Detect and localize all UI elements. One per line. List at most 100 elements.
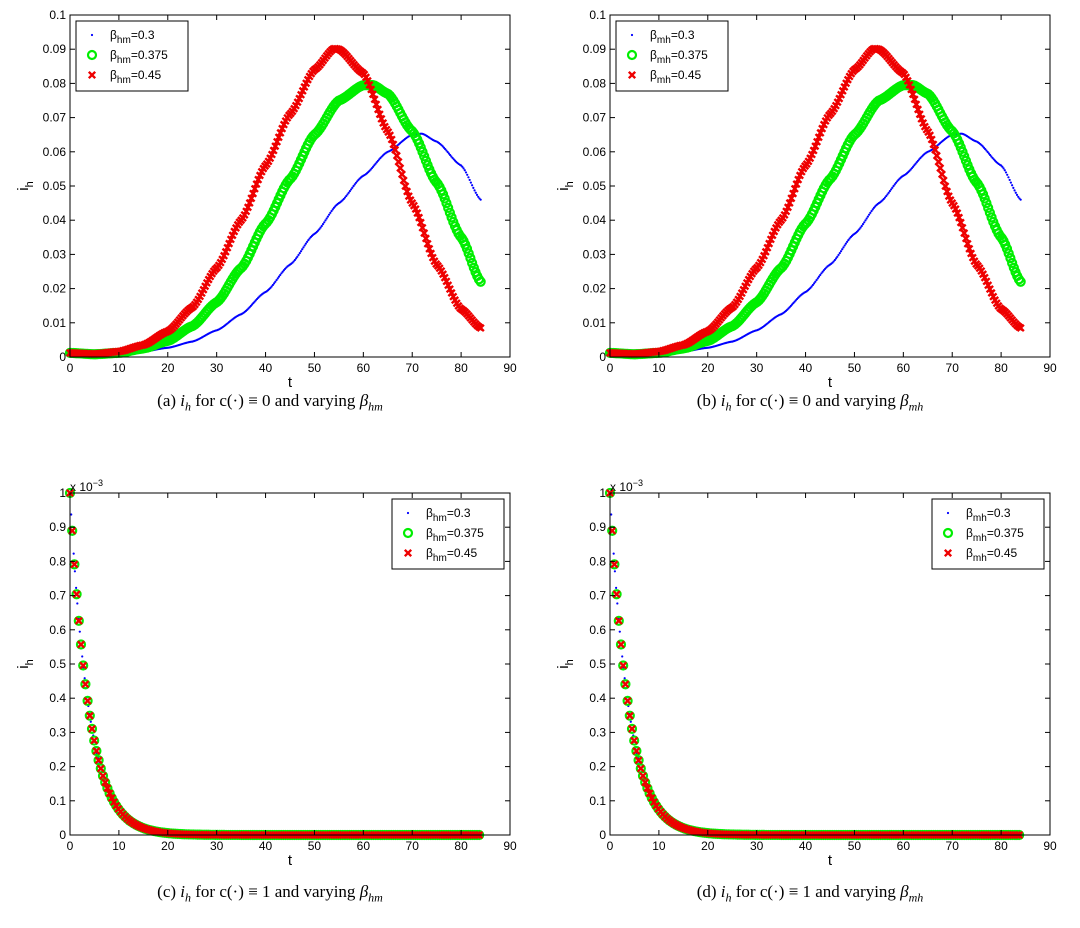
caption-text: for c(·) ≡ 0 and varying [191, 391, 360, 410]
y-tick-label: 1 [599, 486, 606, 500]
plot-area [604, 44, 1026, 360]
data-point [73, 570, 76, 573]
data-point [467, 176, 470, 179]
data-point [634, 756, 643, 765]
y-tick-label: 0.02 [43, 282, 67, 296]
x-tick-label: 20 [161, 839, 175, 853]
data-point [328, 213, 331, 216]
legend-marker-1 [946, 511, 950, 515]
caption-var: i [180, 882, 186, 901]
caption-beta: β [900, 391, 909, 410]
data-point [1011, 184, 1014, 187]
x-tick-label: 60 [897, 839, 911, 853]
y-tick-label: 0.08 [43, 76, 67, 90]
y-exponent-label: x 10−3 [610, 478, 643, 494]
x-tick-label: 90 [1043, 839, 1057, 853]
x-tick-label: 80 [994, 361, 1008, 375]
data-point [297, 253, 300, 257]
data-point [293, 258, 296, 262]
x-tick-label: 40 [799, 361, 813, 375]
data-point [91, 745, 102, 757]
data-point [621, 655, 624, 658]
x-tick-label: 60 [357, 361, 371, 375]
chart-panel-a: 0 10 20 30 40 50 60 70 80 90 0 0.01 0.02 0.03 0.04 0.05… [0, 0, 540, 391]
data-point [890, 188, 893, 191]
legend-marker-2 [626, 49, 638, 61]
legend-box [75, 20, 189, 92]
data-point [1005, 253, 1016, 264]
data-point [330, 209, 333, 213]
data-point [462, 167, 465, 170]
caption-label: (d) [696, 882, 721, 901]
legend-marker-3 [87, 70, 97, 80]
data-point [323, 221, 326, 224]
series-1 [608, 132, 1022, 356]
caption-var-sub: h [725, 890, 732, 905]
y-exponent-label: x 10−3 [70, 478, 103, 494]
data-point [444, 148, 447, 151]
data-point [78, 630, 81, 633]
data-point [78, 660, 89, 671]
data-point [105, 789, 114, 798]
data-point [960, 229, 969, 238]
data-point [94, 756, 103, 765]
x-tick-label: 40 [259, 361, 273, 375]
x-axis-label: t [288, 374, 293, 391]
data-point [81, 680, 90, 689]
legend-box [615, 20, 729, 92]
data-point [1001, 243, 1013, 254]
data-point [299, 250, 303, 253]
data-point [958, 223, 967, 232]
data-point [615, 639, 627, 650]
data-point [837, 253, 840, 257]
caption-beta-sub: mh [908, 890, 924, 905]
data-point [857, 229, 860, 232]
y-tick-label: 0.4 [49, 691, 66, 705]
data-point [936, 164, 945, 173]
data-point [1003, 248, 1014, 259]
data-point [370, 95, 379, 104]
data-point [638, 771, 648, 780]
y-axis-label-text: ih [15, 659, 36, 668]
data-point [956, 218, 965, 227]
data-point [629, 735, 640, 746]
y-tick-label: 0.8 [589, 554, 606, 568]
data-point [80, 679, 91, 690]
y-tick-label: 0.05 [583, 179, 607, 193]
caption-beta: β [359, 882, 369, 901]
data-point [276, 277, 279, 280]
data-point [1008, 178, 1011, 182]
data-point [471, 184, 474, 187]
data-point [96, 764, 105, 773]
data-point [391, 145, 400, 154]
data-point [321, 223, 325, 226]
data-point [833, 258, 836, 262]
data-point [932, 151, 941, 160]
data-point [1017, 195, 1020, 198]
data-point [1004, 171, 1008, 174]
caption-beta-sub: mh [908, 399, 924, 414]
data-point [859, 226, 862, 229]
data-point [814, 280, 817, 283]
series-3 [65, 44, 485, 358]
data-point [647, 793, 656, 803]
data-point [416, 218, 425, 227]
y-tick-label: 0.09 [43, 42, 67, 56]
data-point [85, 711, 94, 720]
y-tick-label: 0.5 [589, 657, 606, 671]
data-point [273, 282, 276, 285]
data-point [84, 710, 95, 721]
x-tick-label: 30 [750, 361, 764, 375]
y-tick-label: 0.09 [583, 42, 607, 56]
y-tick-label: 0.07 [43, 111, 67, 125]
data-point [319, 226, 322, 229]
data-point [941, 182, 950, 191]
data-point [931, 145, 940, 154]
data-point [912, 165, 915, 168]
data-point [913, 105, 923, 114]
x-tick-label: 80 [454, 361, 468, 375]
data-point [619, 661, 628, 670]
